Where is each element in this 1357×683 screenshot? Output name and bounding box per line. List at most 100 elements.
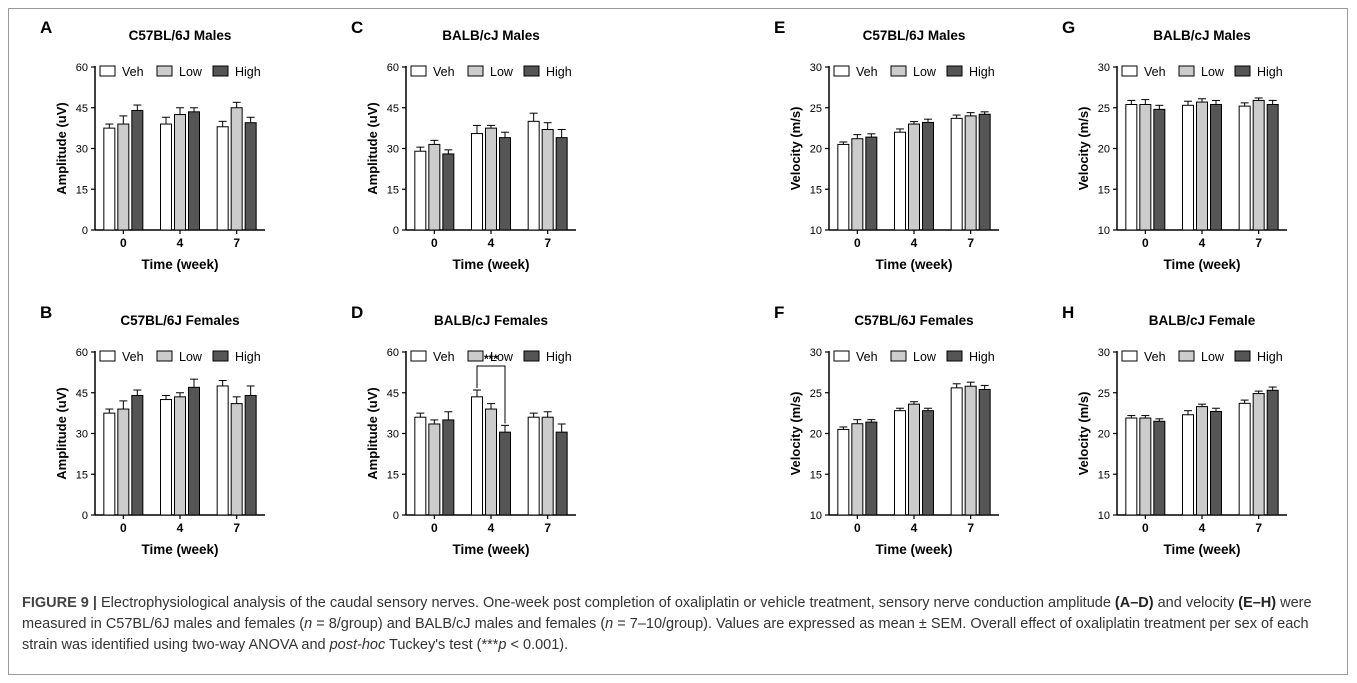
panel-title: BALB/cJ Males	[1153, 28, 1251, 43]
legend-label-high: High	[546, 65, 572, 79]
legend-label-veh: Veh	[1144, 350, 1166, 364]
bar-veh	[1238, 402, 1251, 516]
bar-low	[1252, 99, 1265, 231]
legend-label-veh: Veh	[433, 65, 455, 79]
legend-swatch-high	[946, 65, 963, 77]
x-tick-label: 0	[120, 521, 127, 535]
y-tick-label: 10	[1098, 225, 1110, 237]
panel-title: C57BL/6J Females	[120, 313, 239, 328]
bar-veh	[471, 396, 483, 516]
x-tick-label: 4	[177, 236, 184, 250]
x-tick-label: 0	[854, 521, 861, 535]
legend-swatch-high	[1234, 350, 1251, 362]
panel-letter: H	[1062, 303, 1074, 322]
y-tick-label: 20	[810, 429, 822, 441]
y-axis-label: Velocity (m/s)	[788, 392, 803, 476]
legend-swatch-veh	[410, 65, 427, 77]
legend-swatch-low	[1178, 65, 1195, 77]
x-axis-label: Time (week)	[452, 257, 529, 272]
panel-letter: B	[40, 303, 52, 322]
x-tick-label: 7	[544, 236, 551, 250]
bar-high	[865, 136, 878, 231]
bar-high	[555, 431, 568, 516]
bar-high	[1210, 410, 1222, 516]
x-axis-label: Time (week)	[141, 542, 218, 557]
panel-title: C57BL/6J Males	[129, 28, 232, 43]
legend-swatch-veh	[1121, 350, 1138, 362]
y-tick-label: 60	[387, 62, 399, 74]
bar-high	[131, 394, 144, 516]
y-axis-label: Velocity (m/s)	[1076, 392, 1091, 476]
legend-label-low: Low	[913, 65, 937, 79]
y-tick-label: 0	[393, 225, 399, 237]
x-tick-label: 7	[967, 521, 974, 535]
panel-b: B C57BL/6J Females Veh Low High 0 15 30 45 60 Ampl…	[40, 303, 265, 557]
legend-label-veh: Veh	[856, 65, 878, 79]
legend-swatch-veh	[833, 350, 850, 362]
panel-e: E C57BL/6J Males Veh Low High 10 15 20 25 30 Veloc…	[774, 18, 999, 272]
y-axis-label: Amplitude (uV)	[365, 387, 380, 479]
bar-low	[174, 114, 186, 231]
bar-low	[1139, 417, 1152, 516]
x-tick-label: 7	[233, 521, 240, 535]
y-tick-label: 30	[387, 429, 399, 441]
legend-label-high: High	[969, 350, 995, 364]
bar-high	[1210, 103, 1222, 231]
bar-low	[1139, 103, 1152, 231]
bar-high	[244, 394, 257, 516]
bar-high	[442, 153, 455, 231]
y-tick-label: 15	[1098, 184, 1110, 196]
caption-text-3: were measured in C57BL/6J males and fema…	[22, 595, 1312, 632]
legend-label-veh: Veh	[433, 350, 455, 364]
bar-veh	[950, 117, 963, 231]
y-tick-label: 30	[1098, 62, 1110, 74]
bar-high	[1266, 389, 1279, 516]
panel-h: H BALB/cJ Female Veh Low High 10 15 20 25 30 Veloc…	[1062, 303, 1287, 557]
bar-veh	[894, 131, 906, 231]
legend-label-veh: Veh	[856, 350, 878, 364]
x-tick-label: 7	[1255, 236, 1262, 250]
x-tick-label: 0	[854, 236, 861, 250]
panel-f: F C57BL/6J Females Veh Low High 10 15 20 25 30 Vel…	[774, 303, 999, 557]
caption-text-5: = 7–10/group). Values are expressed as m…	[22, 616, 1309, 653]
y-tick-label: 30	[76, 144, 88, 156]
bar-low	[541, 128, 554, 231]
bar-high	[499, 137, 511, 231]
panel-c: C BALB/cJ Males Veh Low High 0 15 30 45 60 Amplitu…	[351, 18, 576, 272]
panel-letter: G	[1062, 18, 1075, 37]
y-tick-label: 30	[387, 144, 399, 156]
bar-high	[978, 388, 991, 516]
y-tick-label: 25	[810, 388, 822, 400]
legend-swatch-high	[212, 350, 229, 362]
legend-swatch-high	[1234, 65, 1251, 77]
caption-n-2: n	[605, 616, 614, 632]
panel-title: BALB/cJ Female	[1149, 313, 1256, 328]
bar-veh	[103, 127, 116, 231]
bar-veh	[1125, 103, 1138, 231]
bar-veh	[216, 385, 229, 516]
legend-label-high: High	[1257, 65, 1283, 79]
panel-letter: D	[351, 303, 363, 322]
y-tick-label: 25	[1098, 388, 1110, 400]
significance-label: ***	[484, 352, 498, 366]
panel-title: BALB/cJ Males	[442, 28, 540, 43]
bar-high	[865, 421, 878, 516]
caption-text-2: and velocity	[1153, 595, 1239, 611]
bar-veh	[837, 428, 850, 516]
bar-low	[230, 403, 243, 516]
y-tick-label: 60	[387, 347, 399, 359]
legend-swatch-low	[1178, 350, 1195, 362]
x-tick-label: 4	[1199, 236, 1206, 250]
x-axis-label: Time (week)	[1163, 542, 1240, 557]
legend-swatch-veh	[99, 65, 116, 77]
y-tick-label: 15	[1098, 469, 1110, 481]
caption-n-1: n	[304, 616, 313, 632]
y-axis-label: Amplitude (uV)	[365, 102, 380, 194]
x-tick-label: 0	[431, 236, 438, 250]
bar-veh	[527, 120, 540, 231]
y-axis-label: Velocity (m/s)	[1076, 107, 1091, 191]
x-tick-label: 4	[488, 236, 495, 250]
legend-swatch-high	[523, 350, 540, 362]
legend-swatch-high	[946, 350, 963, 362]
y-tick-label: 15	[810, 469, 822, 481]
